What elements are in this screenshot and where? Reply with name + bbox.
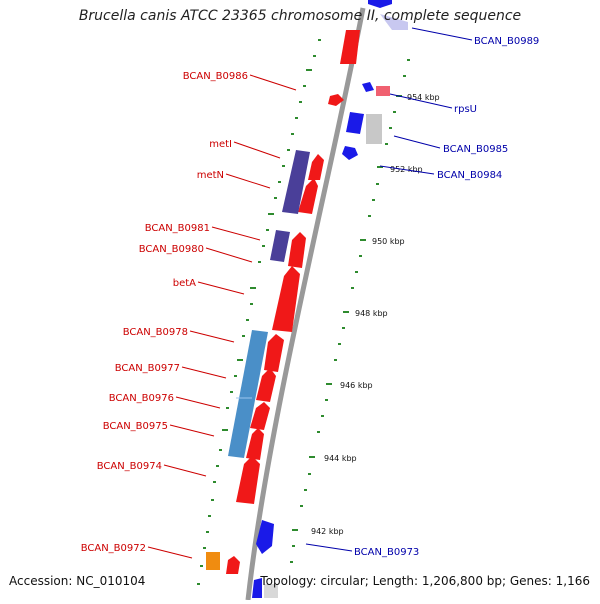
left-label-leaders (147, 74, 297, 559)
gene-box-purple (270, 230, 290, 262)
gene-arrow (256, 368, 276, 402)
gene-arrow (246, 428, 264, 460)
gene-box-purple (282, 150, 310, 214)
gene-label: BCAN_B0972 (81, 543, 146, 554)
gene-arrow (380, 14, 408, 30)
gene-label: metI (209, 139, 232, 150)
gene-arrow (308, 154, 324, 180)
scale-label-942: 942 kbp (311, 527, 344, 536)
gene-box-steelblue (228, 330, 268, 458)
gene-label: BCAN_B0978 (123, 327, 188, 338)
scale-label-944: 944 kbp (324, 454, 357, 463)
gene-arrow (368, 0, 392, 8)
gene-label: BCAN_B0976 (109, 393, 174, 404)
gene-features-forward (226, 30, 360, 574)
gene-label: metN (197, 170, 224, 181)
gene-arrow (264, 334, 284, 372)
map-title: Brucella canis ATCC 23365 chromosome II,… (78, 8, 522, 24)
gene-box-orange (206, 552, 220, 570)
gene-features-outer (252, 0, 408, 598)
accession-label: Accession: NC_010104 (9, 574, 146, 588)
gene-label: BCAN_B0973 (354, 547, 419, 558)
gene-box (366, 114, 382, 144)
gene-arrow (236, 456, 260, 504)
scale-label-954: 954 kbp (407, 93, 440, 102)
gene-label: BCAN_B0974 (97, 461, 162, 472)
gene-arrow (226, 556, 240, 574)
gene-label: BCAN_B0981 (145, 223, 210, 234)
gene-arrow (342, 146, 358, 160)
gene-label: BCAN_B0984 (437, 170, 502, 181)
gene-arrow (346, 112, 364, 134)
topology-label: Topology: circular; Length: 1,206,800 bp… (260, 574, 590, 588)
gene-arrow (288, 232, 306, 268)
gene-label: betA (173, 278, 196, 289)
gene-arrow (250, 402, 270, 430)
right-gene-labels: BCAN_B0989 rpsU BCAN_B0985 BCAN_B0984 BC… (354, 36, 539, 558)
inner-tick-track (197, 39, 321, 585)
scale-label-950: 950 kbp (372, 237, 405, 246)
gene-label: BCAN_B0986 (183, 71, 248, 82)
gene-label: BCAN_B0985 (443, 144, 508, 155)
gene-arrow (252, 578, 262, 598)
gene-arrow (362, 82, 374, 92)
gene-arrow (340, 30, 360, 64)
gene-box (376, 86, 390, 96)
gene-arrow (298, 178, 318, 214)
left-gene-labels: BCAN_B0986 metI metN BCAN_B0981 BCAN_B09… (81, 71, 248, 554)
chromosome-backbone (245, 7, 366, 601)
gene-arrow (256, 520, 274, 554)
gene-arrow (328, 94, 344, 106)
gene-features-category (206, 150, 310, 570)
outer-tick-track (290, 59, 410, 563)
scale-label-948: 948 kbp (355, 309, 388, 318)
gene-label: rpsU (454, 104, 477, 115)
gene-label: BCAN_B0989 (474, 36, 539, 47)
gene-arrow (272, 266, 300, 332)
scale-label-946: 946 kbp (340, 381, 373, 390)
gene-label: BCAN_B0977 (115, 363, 180, 374)
right-label-leaders (305, 27, 473, 552)
gene-box (264, 584, 278, 598)
gene-label: BCAN_B0980 (139, 244, 204, 255)
gene-label: BCAN_B0975 (103, 421, 168, 432)
